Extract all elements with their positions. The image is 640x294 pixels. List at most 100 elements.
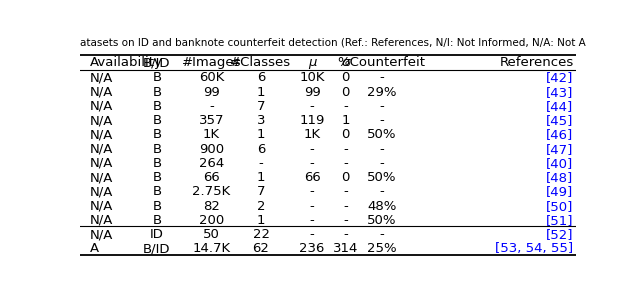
Text: 1: 1 [257,214,266,227]
Text: 22: 22 [253,228,269,241]
Text: N/A: N/A [90,214,113,227]
Text: -: - [343,214,348,227]
Text: -: - [379,157,384,170]
Text: -: - [259,157,264,170]
Text: 200: 200 [199,214,224,227]
Text: 7: 7 [257,100,266,113]
Text: B: B [152,114,161,127]
Text: -: - [310,143,314,156]
Text: N/A: N/A [90,114,113,127]
Text: 2: 2 [257,200,266,213]
Text: #Images: #Images [182,56,241,69]
Text: -: - [343,228,348,241]
Text: μ: μ [308,56,316,69]
Text: B: B [152,128,161,141]
Text: [53, 54, 55]: [53, 54, 55] [495,243,573,255]
Text: N/A: N/A [90,157,113,170]
Text: [51]: [51] [546,214,573,227]
Text: -: - [379,228,384,241]
Text: 60K: 60K [199,71,224,84]
Text: N/A: N/A [90,128,113,141]
Text: Availability: Availability [90,56,163,69]
Text: References: References [499,56,573,69]
Text: [50]: [50] [546,200,573,213]
Text: 82: 82 [203,200,220,213]
Text: 1: 1 [257,128,266,141]
Text: N/A: N/A [90,86,113,98]
Text: A: A [90,243,99,255]
Text: 50: 50 [203,228,220,241]
Text: -: - [310,186,314,198]
Text: [42]: [42] [546,71,573,84]
Text: [45]: [45] [546,114,573,127]
Text: 6: 6 [257,71,265,84]
Text: 2.75K: 2.75K [192,186,230,198]
Text: 0: 0 [341,86,349,98]
Text: 0: 0 [341,128,349,141]
Text: σ: σ [341,56,349,69]
Text: B: B [152,86,161,98]
Text: -: - [379,143,384,156]
Text: B: B [152,186,161,198]
Text: 0: 0 [341,171,349,184]
Text: 10K: 10K [300,71,325,84]
Text: 1: 1 [257,171,266,184]
Text: N/A: N/A [90,71,113,84]
Text: [43]: [43] [546,86,573,98]
Text: N/A: N/A [90,100,113,113]
Text: 66: 66 [304,171,321,184]
Text: B: B [152,200,161,213]
Text: 50%: 50% [367,171,396,184]
Text: 119: 119 [300,114,325,127]
Text: -: - [310,214,314,227]
Text: 900: 900 [199,143,224,156]
Text: N/A: N/A [90,186,113,198]
Text: -: - [310,228,314,241]
Text: B/ID: B/ID [143,243,171,255]
Text: 29%: 29% [367,86,396,98]
Text: 14.7K: 14.7K [193,243,230,255]
Text: [47]: [47] [546,143,573,156]
Text: -: - [310,200,314,213]
Text: B/ID: B/ID [143,56,171,69]
Text: B: B [152,214,161,227]
Text: 1: 1 [257,86,266,98]
Text: 314: 314 [333,243,358,255]
Text: 3: 3 [257,114,266,127]
Text: 99: 99 [304,86,321,98]
Text: 50%: 50% [367,128,396,141]
Text: B: B [152,143,161,156]
Text: [40]: [40] [547,157,573,170]
Text: B: B [152,71,161,84]
Text: -: - [343,157,348,170]
Text: B: B [152,171,161,184]
Text: -: - [379,71,384,84]
Text: -: - [343,143,348,156]
Text: 264: 264 [199,157,224,170]
Text: 25%: 25% [367,243,396,255]
Text: 7: 7 [257,186,266,198]
Text: 1: 1 [341,114,349,127]
Text: 357: 357 [198,114,224,127]
Text: N/A: N/A [90,143,113,156]
Text: #Classes: #Classes [230,56,292,69]
Text: ID: ID [150,228,164,241]
Text: N/A: N/A [90,200,113,213]
Text: -: - [209,100,214,113]
Text: 50%: 50% [367,214,396,227]
Text: 0: 0 [341,71,349,84]
Text: atasets on ID and banknote counterfeit detection (Ref.: References, N/I: Not Inf: atasets on ID and banknote counterfeit d… [80,38,586,48]
Text: 99: 99 [203,86,220,98]
Text: -: - [379,114,384,127]
Text: 48%: 48% [367,200,396,213]
Text: -: - [343,200,348,213]
Text: -: - [310,157,314,170]
Text: 6: 6 [257,143,265,156]
Text: -: - [379,100,384,113]
Text: 1K: 1K [303,128,321,141]
Text: -: - [343,186,348,198]
Text: -: - [343,100,348,113]
Text: N/A: N/A [90,228,113,241]
Text: B: B [152,157,161,170]
Text: -: - [310,100,314,113]
